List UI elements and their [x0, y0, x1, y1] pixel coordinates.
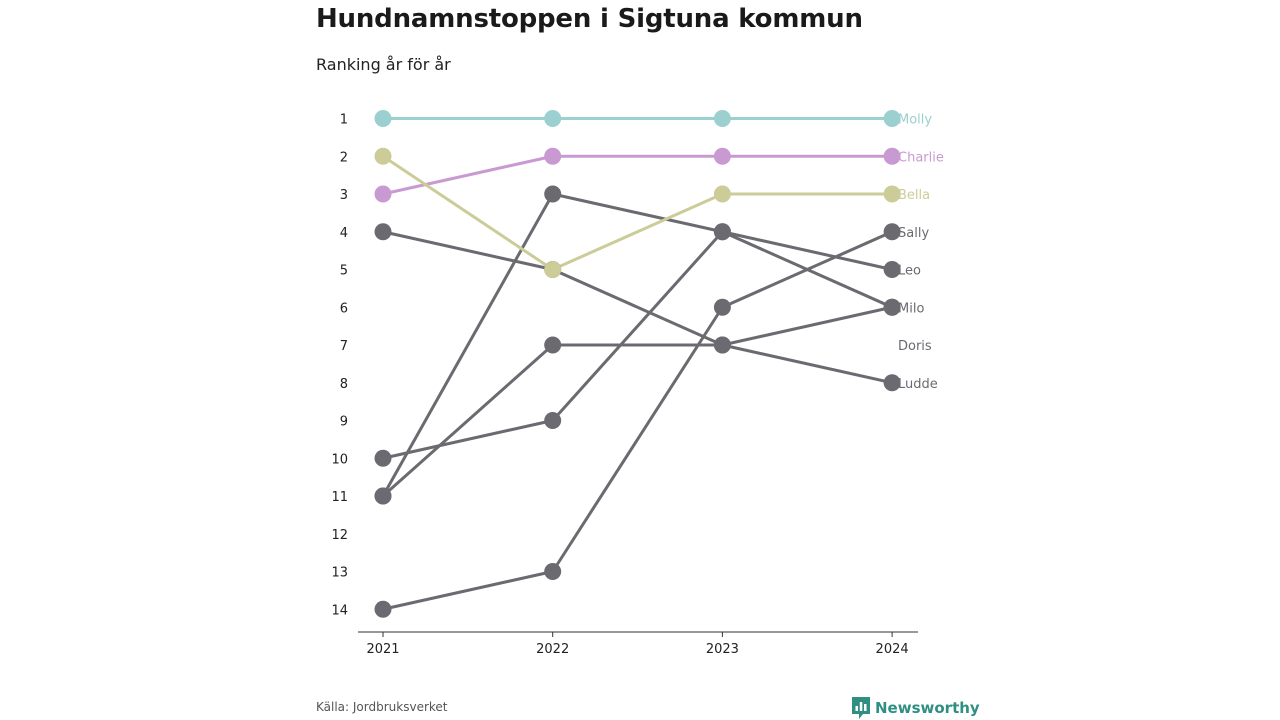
point-sally — [713, 298, 731, 316]
point-bella — [374, 147, 392, 165]
bar-chart-icon — [852, 697, 870, 719]
point-molly — [883, 110, 901, 127]
point-charlie — [374, 185, 392, 203]
series-line-ludde — [381, 230, 894, 385]
y-tick-label: 6 — [340, 301, 348, 316]
end-label-molly: Molly — [898, 113, 932, 128]
source-note: Källa: Jordbruksverket — [316, 700, 448, 714]
point-milo — [713, 223, 731, 241]
end-label-sally: Sally — [898, 226, 929, 241]
point-molly — [544, 110, 562, 127]
y-tick-label: 7 — [340, 339, 348, 354]
end-label-doris: Doris — [898, 339, 932, 354]
point-bella — [883, 185, 901, 203]
chart-title: Hundnamnstoppen i Sigtuna kommun — [316, 4, 863, 34]
point-bella — [713, 185, 731, 203]
point-charlie — [883, 147, 901, 165]
point-ludde — [883, 374, 901, 392]
end-label-bella: Bella — [898, 188, 930, 203]
point-milo — [544, 412, 562, 429]
series-line-bella — [381, 154, 894, 271]
x-tick-label: 2021 — [366, 642, 399, 657]
brand-name: Newsworthy — [875, 699, 980, 717]
y-tick-label: 9 — [340, 415, 348, 430]
x-tick-label: 2024 — [876, 642, 909, 657]
end-label-leo: Leo — [898, 264, 921, 279]
point-doris — [374, 487, 392, 505]
y-tick-label: 13 — [331, 566, 348, 581]
point-leo — [544, 185, 562, 203]
point-sally — [374, 600, 392, 618]
point-ludde — [374, 223, 392, 241]
point-leo — [883, 261, 901, 278]
point-sally — [544, 563, 562, 580]
x-tick-label: 2023 — [706, 642, 739, 657]
chart-subtitle: Ranking år för år — [316, 55, 451, 74]
point-molly — [713, 110, 731, 127]
point-sally — [883, 223, 901, 241]
series-line-doris — [381, 305, 894, 498]
series-line-leo — [381, 192, 894, 498]
y-tick-label: 2 — [340, 150, 348, 165]
series-line-milo — [381, 230, 894, 460]
end-label-milo: Milo — [898, 301, 924, 316]
y-tick-label: 10 — [331, 452, 348, 467]
series-line-charlie — [381, 154, 894, 196]
series-points — [374, 110, 901, 618]
y-tick-label: 5 — [340, 264, 348, 279]
point-charlie — [713, 147, 731, 165]
y-tick-label: 12 — [331, 528, 348, 543]
point-doris — [883, 298, 901, 316]
brand-logo[interactable]: Newsworthy — [852, 697, 980, 719]
y-tick-label: 8 — [340, 377, 348, 392]
x-axis: 2021 2022 2023 2024 — [358, 631, 918, 657]
y-tick-label: 3 — [340, 188, 348, 203]
end-labels: Molly Charlie Bella Sally Leo Milo Doris Ludde — [898, 113, 944, 392]
x-tick-label: 2022 — [536, 642, 569, 657]
y-tick-label: 1 — [340, 113, 348, 128]
point-charlie — [544, 147, 562, 165]
end-label-charlie: Charlie — [898, 150, 944, 165]
point-milo — [374, 449, 392, 467]
point-molly — [374, 110, 392, 127]
y-tick-label: 14 — [331, 603, 348, 618]
point-doris — [544, 336, 562, 354]
point-ludde — [713, 336, 731, 354]
series-line-sally — [381, 230, 894, 611]
y-tick-label: 4 — [340, 226, 348, 241]
series-lines — [381, 117, 894, 611]
point-bella — [544, 261, 562, 278]
end-label-ludde: Ludde — [898, 377, 938, 392]
y-tick-label: 11 — [331, 490, 348, 505]
